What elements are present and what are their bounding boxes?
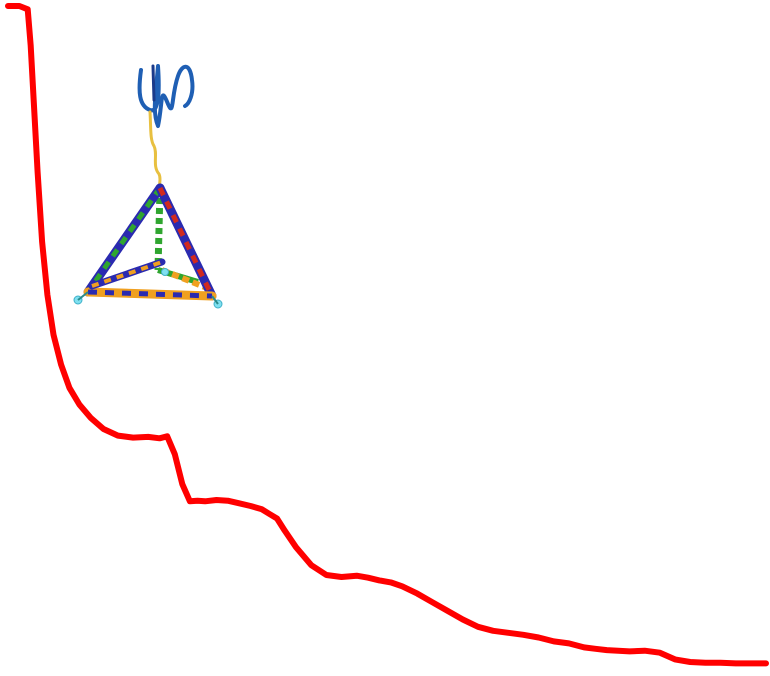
tetrahedron-left-edge-green — [85, 186, 163, 294]
yellow-linker-strand — [148, 110, 164, 192]
tetrahedron-right-edge-red — [157, 186, 215, 298]
tetrahedron-inner-edge — [88, 258, 166, 290]
cyan-bead-center — [161, 268, 169, 276]
tetrahedron-back-edge-green — [154, 187, 164, 271]
dna-tetrahedron-inset — [73, 64, 223, 309]
blue-handle-strand — [137, 64, 195, 128]
tetrahedron-bottom-edge-blue — [87, 289, 213, 299]
dark-blue-handle-strand — [151, 64, 156, 102]
bead-linkers — [77, 291, 219, 305]
plot-area — [5, 3, 769, 667]
series-line-0 — [5, 3, 769, 667]
